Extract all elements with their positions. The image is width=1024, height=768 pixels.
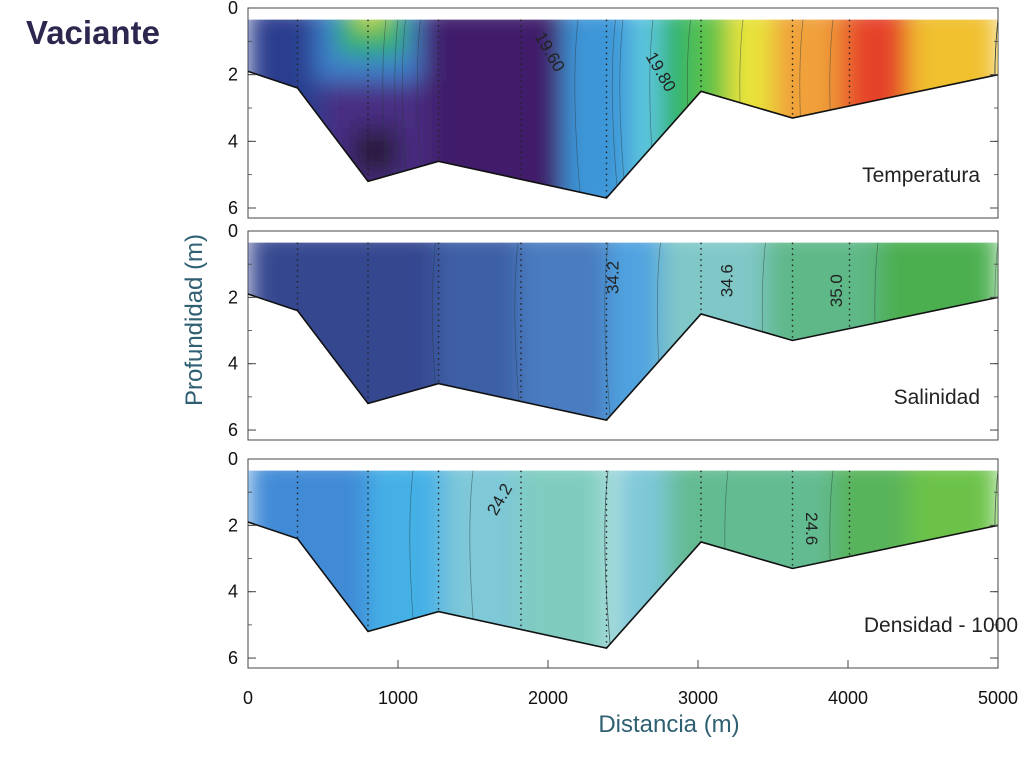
y-tick-label: 0 <box>228 0 238 18</box>
y-tick-label: 2 <box>228 65 238 85</box>
field-band <box>518 470 608 649</box>
y-tick-label: 4 <box>228 131 238 151</box>
field-band <box>518 242 608 421</box>
x-tick-label: 5000 <box>978 688 1018 708</box>
y-tick-label: 6 <box>228 648 238 668</box>
x-tick-label: 1000 <box>378 688 418 708</box>
x-tick-label: 3000 <box>678 688 718 708</box>
y-tick-label: 6 <box>228 420 238 440</box>
panel-label: Densidad - 1000 <box>864 614 1018 637</box>
bottom-profile <box>247 293 999 421</box>
y-axis-title: Profundidad (m) <box>181 234 208 406</box>
field-band <box>356 19 386 28</box>
y-tick-label: 4 <box>228 582 238 602</box>
y-tick-label: 4 <box>228 354 238 374</box>
panel-label: Temperatura <box>862 164 980 187</box>
y-tick-label: 0 <box>228 221 238 241</box>
slide-title: Vaciante <box>26 14 160 51</box>
contour-label: 24.6 <box>802 512 821 545</box>
y-tick-label: 6 <box>228 198 238 218</box>
field-band <box>353 128 398 175</box>
panel-field <box>248 19 998 198</box>
panel-1: 0 2 4 6 34.2 34.6 35.0 Salinidad <box>228 221 999 441</box>
bottom-profile <box>247 70 999 199</box>
panel-label: Salinidad <box>894 386 980 409</box>
y-tick-label: 2 <box>228 515 238 535</box>
y-tick-label: 2 <box>228 287 238 307</box>
x-axis-title: Distancia (m) <box>598 711 739 738</box>
x-tick-label: 0 <box>243 688 253 708</box>
panel-field <box>248 470 998 649</box>
contour-label: 34.6 <box>718 264 737 297</box>
contour-label: 34.2 <box>604 261 623 294</box>
x-tick-label: 2000 <box>528 688 568 708</box>
x-tick-label: 4000 <box>828 688 868 708</box>
bottom-profile <box>247 521 999 649</box>
contour-label: 35.0 <box>827 274 846 307</box>
y-tick-label: 0 <box>228 449 238 469</box>
x-axis: 0 1000 2000 3000 4000 5000 <box>243 660 1018 708</box>
